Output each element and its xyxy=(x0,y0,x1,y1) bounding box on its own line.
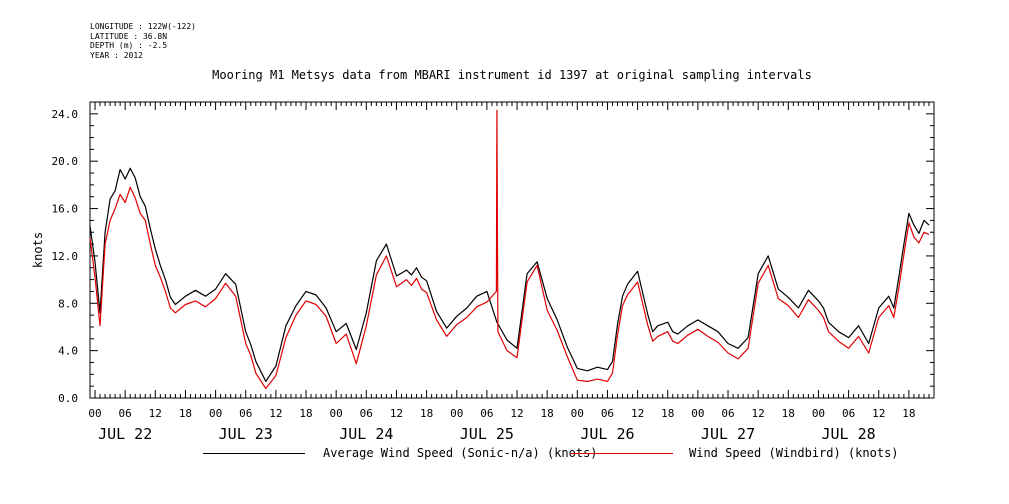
x-day-label: JUL 26 xyxy=(580,425,634,443)
x-hour-tick-label: 00 xyxy=(450,407,463,420)
x-day-label: JUL 25 xyxy=(460,425,514,443)
x-hour-tick-label: 00 xyxy=(330,407,343,420)
legend-label-average-wind: Average Wind Speed (Sonic-n/a) (knots) xyxy=(323,446,598,460)
x-hour-tick-label: 06 xyxy=(239,407,252,420)
y-tick-label: 4.0 xyxy=(58,345,78,358)
legend-swatch-average-wind xyxy=(203,453,305,454)
x-hour-tick-label: 18 xyxy=(299,407,312,420)
x-hour-tick-label: 12 xyxy=(149,407,162,420)
x-day-label: JUL 22 xyxy=(98,425,152,443)
x-hour-tick-label: 06 xyxy=(360,407,373,420)
meta-longitude: LONGITUDE : 122W(-122) xyxy=(90,22,196,31)
x-hour-tick-label: 18 xyxy=(541,407,554,420)
x-day-label: JUL 28 xyxy=(822,425,876,443)
x-hour-tick-label: 06 xyxy=(480,407,493,420)
x-day-label: JUL 27 xyxy=(701,425,755,443)
x-day-label: JUL 24 xyxy=(339,425,393,443)
x-hour-tick-label: 06 xyxy=(721,407,734,420)
x-hour-tick-label: 00 xyxy=(209,407,222,420)
x-hour-tick-label: 12 xyxy=(872,407,885,420)
x-hour-tick-label: 12 xyxy=(631,407,644,420)
x-hour-tick-label: 00 xyxy=(571,407,584,420)
x-hour-tick-label: 06 xyxy=(601,407,614,420)
y-tick-label: 8.0 xyxy=(58,297,78,310)
x-hour-tick-label: 18 xyxy=(179,407,192,420)
series-line-windbird xyxy=(89,109,930,390)
x-hour-tick-label: 06 xyxy=(119,407,132,420)
chart-title: Mooring M1 Metsys data from MBARI instru… xyxy=(212,68,812,82)
y-tick-label: 0.0 xyxy=(58,392,78,405)
legend: Average Wind Speed (Sonic-n/a) (knots) W… xyxy=(0,444,1009,464)
legend-swatch-windbird xyxy=(571,453,673,454)
chart-plot: 0.0 4.0 8.0 12.0 16.0 20.0 24.0 knots 00 06 12 18 00… xyxy=(31,101,935,443)
x-hour-tick-label: 18 xyxy=(782,407,795,420)
y-tick-label: 16.0 xyxy=(52,203,79,216)
meta-depth: DEPTH (m) : -2.5 xyxy=(90,41,168,50)
x-hour-tick-label: 18 xyxy=(902,407,915,420)
meta-latitude: LATITUDE : 36.8N xyxy=(90,31,168,41)
series-line-average-wind xyxy=(89,167,930,382)
x-hour-tick-label: 18 xyxy=(420,407,433,420)
x-hour-tick-label: 00 xyxy=(88,407,101,420)
x-hour-tick-label: 18 xyxy=(661,407,674,420)
y-tick-label: 24.0 xyxy=(52,108,79,121)
x-hour-tick-label: 12 xyxy=(752,407,765,420)
x-hour-tick-label: 00 xyxy=(691,407,704,420)
y-axis-label: knots xyxy=(31,232,45,268)
x-day-label: JUL 23 xyxy=(219,425,273,443)
metadata-block: LONGITUDE : 122W(-122) LATITUDE : 36.8N … xyxy=(90,22,196,60)
meta-year: YEAR : 2012 xyxy=(90,50,143,60)
y-tick-label: 12.0 xyxy=(52,250,79,263)
x-hour-tick-label: 00 xyxy=(812,407,825,420)
x-hour-tick-label: 12 xyxy=(510,407,523,420)
legend-label-windbird: Wind Speed (Windbird) (knots) xyxy=(689,446,899,460)
x-hour-tick-label: 06 xyxy=(842,407,855,420)
y-tick-label: 20.0 xyxy=(52,155,79,168)
x-hour-tick-label: 12 xyxy=(390,407,403,420)
x-hour-tick-label: 12 xyxy=(269,407,282,420)
